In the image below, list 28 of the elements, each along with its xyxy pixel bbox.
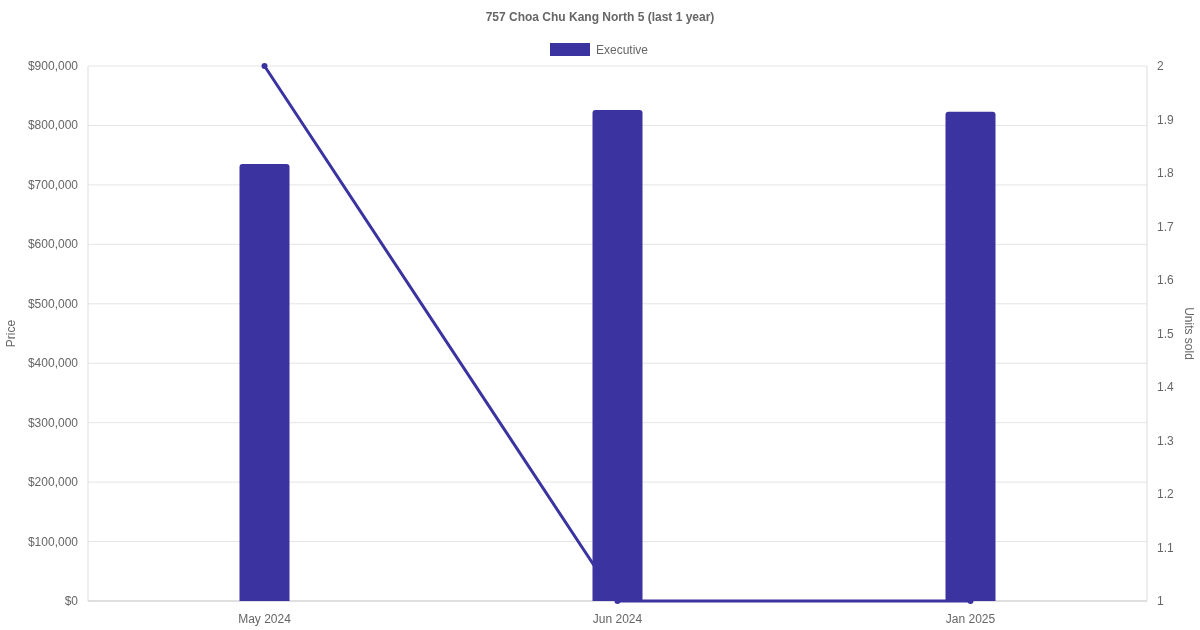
y-tick-label: $800,000	[27, 118, 79, 133]
y-tick-label: $100,000	[27, 534, 79, 549]
y-tick-label: $0	[64, 594, 79, 608]
y2-tick-label: 1.6	[1157, 273, 1175, 287]
y-tick-label: $600,000	[27, 237, 79, 252]
y-tick-label: $700,000	[27, 177, 79, 192]
x-tick-label: Jan 2025	[945, 612, 996, 626]
y2-tick-label: 1	[1157, 594, 1164, 608]
y-tick-label: $300,000	[27, 415, 79, 430]
y-tick-label: $500,000	[27, 296, 79, 311]
y2-tick-label: 1.2	[1157, 487, 1175, 501]
y-tick-label: $200,000	[27, 475, 79, 490]
y2-tick-label: 1.4	[1157, 380, 1175, 394]
x-tick-label: Jun 2024	[592, 612, 643, 626]
y2-tick-label: 1.5	[1157, 326, 1175, 341]
y2-tick-label: 1.1	[1157, 540, 1175, 555]
y2-tick-label: 1.9	[1157, 112, 1175, 127]
chart-title: 757 Choa Chu Kang North 5 (last 1 year)	[485, 10, 715, 24]
y2-tick-label: 1.3	[1157, 433, 1175, 448]
y-tick-label: $400,000	[27, 356, 79, 371]
y-axis-title: Price	[4, 319, 18, 348]
y2-tick-label: 1.8	[1157, 166, 1175, 180]
legend-label: Executive	[596, 43, 649, 57]
y2-tick-label: 1.7	[1157, 219, 1175, 234]
y-tick-label: $900,000	[27, 59, 79, 73]
y2-tick-label: 2	[1157, 59, 1164, 73]
x-tick-label: May 2024	[238, 612, 292, 626]
y2-axis-title: Units sold	[1182, 307, 1196, 360]
